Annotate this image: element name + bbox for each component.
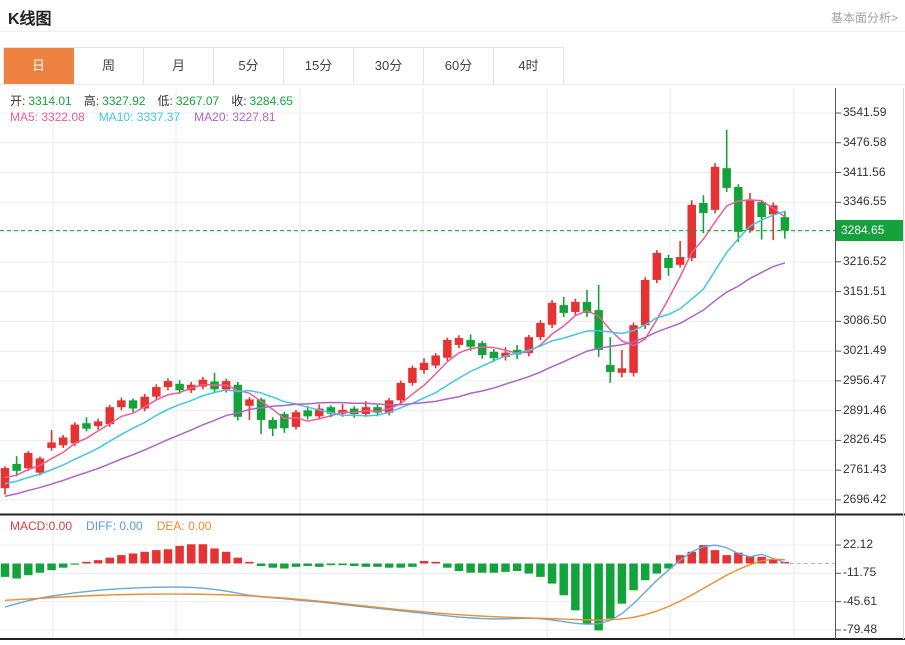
macd-label: MACD: [10, 519, 49, 533]
macd-value: 0.00 [48, 519, 73, 533]
close-value: 3284.65 [249, 94, 293, 108]
dea-label: DEA: [156, 519, 185, 533]
price-axis-label: 3346.55 [843, 194, 887, 209]
fundamental-analysis-link[interactable]: 基本面分析> [830, 11, 898, 25]
tab-5min[interactable]: 5分 [214, 48, 284, 84]
ma5-label: MA5: [10, 110, 39, 124]
current-price-badge: 3284.65 [836, 220, 903, 242]
high-label: 高: [83, 94, 100, 108]
macd-axis-label: -11.75 [843, 565, 877, 580]
price-axis-label: 3476.58 [843, 134, 887, 149]
low-value: 3267.07 [175, 94, 220, 108]
ma20-value: 3227.81 [232, 110, 276, 124]
ohlc-row: 开: 3314.01 高: 3327.92 低: 3267.07 收: 3284.65 [10, 92, 305, 109]
open-label: 开: [10, 94, 26, 108]
dea-value: 0.00 [188, 519, 212, 533]
price-axis-label: 2956.47 [843, 372, 887, 387]
tab-4hour[interactable]: 4时 [494, 48, 563, 84]
price-axis-label: 3541.59 [843, 105, 887, 119]
price-axis-label: 2761.43 [843, 462, 887, 477]
macd-legend-row: MACD:0.00 DIFF: 0.00 DEA: 0.00 [10, 519, 225, 533]
page-title: K线图 [8, 11, 52, 28]
macd-axis-label: -45.61 [843, 593, 878, 608]
price-axis-label: 3021.49 [843, 343, 887, 358]
interval-tab-bar: 日周月 5分 15分 30分 60分 4时 [3, 47, 564, 85]
macd-axis-label: -79.48 [843, 621, 878, 636]
high-value: 3327.92 [102, 94, 146, 108]
low-label: 低: [157, 94, 173, 108]
tab-week[interactable]: 周 [74, 48, 144, 84]
header-divider [0, 31, 905, 32]
ma10-value: 3337.37 [136, 110, 181, 124]
tab-30min[interactable]: 30分 [354, 48, 424, 84]
price-axis-label: 3216.52 [843, 253, 887, 268]
price-axis-label: 3151.51 [843, 283, 887, 298]
ma20-label: MA20: [194, 110, 229, 124]
tab-60min[interactable]: 60分 [424, 48, 494, 84]
diff-value: 0.00 [119, 519, 143, 533]
close-label: 收: [231, 94, 247, 108]
price-axis-label: 2891.46 [843, 402, 887, 417]
diff-label: DIFF: [86, 519, 117, 533]
tab-month[interactable]: 月 [144, 48, 214, 84]
ma5-value: 3322.08 [41, 110, 85, 124]
open-value: 3314.01 [28, 94, 72, 108]
tab-15min[interactable]: 15分 [284, 48, 354, 84]
price-axis-label: 3086.50 [843, 313, 887, 328]
price-axis-label: 2696.42 [843, 491, 887, 506]
ma10-label: MA10: [98, 110, 134, 124]
price-axis-label: 2826.45 [843, 432, 887, 447]
ma-legend-row: MA5: 3322.08 MA10: 3337.37 MA20: 3227.81 [10, 110, 290, 124]
price-axis-label: 3411.56 [843, 164, 886, 179]
macd-axis-label: 22.12 [843, 536, 874, 551]
tab-day[interactable]: 日 [4, 48, 74, 84]
tabbar-underline [0, 84, 905, 85]
